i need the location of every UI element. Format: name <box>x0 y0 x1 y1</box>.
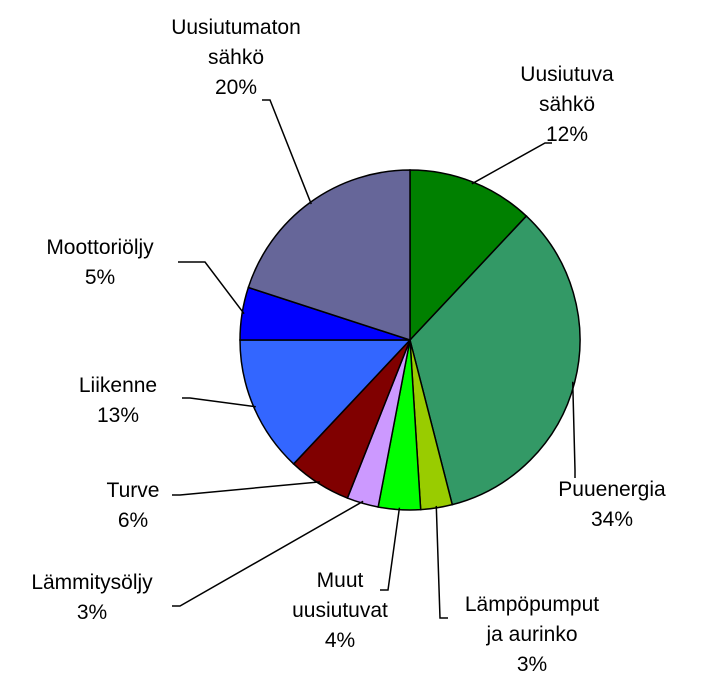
slice-label: Puuenergia 34% <box>512 475 701 535</box>
leader-line <box>182 397 256 408</box>
leader-line <box>435 505 448 619</box>
value-label: 13% <box>96 404 140 427</box>
value-label: 12% <box>545 123 589 146</box>
slice-label: Uusiutumaton sähkö 20% <box>136 13 336 103</box>
value-label: 6% <box>117 509 149 532</box>
pie-slice <box>409 215 581 506</box>
category-label: Uusiutumaton sähkö <box>171 16 301 69</box>
slice-label: Lämpöpumput ja aurinko 3% <box>432 590 632 677</box>
category-label: Lämpöpumput ja aurinko <box>464 593 600 646</box>
value-label: 20% <box>214 76 258 99</box>
value-label: 3% <box>516 653 548 676</box>
value-label: 5% <box>84 266 116 289</box>
slice-label: Moottoriöljy 5% <box>0 233 200 293</box>
leader-line <box>178 261 245 315</box>
category-label: Liikenne <box>78 374 158 397</box>
slice-label: Turve 6% <box>33 476 233 536</box>
category-label: Turve <box>106 479 160 502</box>
value-label: 34% <box>590 508 634 531</box>
slice-label: Liikenne 13% <box>18 371 218 431</box>
pie-slice <box>409 169 528 342</box>
leader-line <box>172 481 321 496</box>
slice-label: Muut uusiutuvat 4% <box>240 566 440 656</box>
leader-line <box>571 381 576 478</box>
value-label: 4% <box>324 629 356 652</box>
category-label: Uusiutuva sähkö <box>520 63 614 116</box>
category-label: Puuenergia <box>558 478 666 501</box>
category-label: Lämmitysöljy <box>31 571 153 594</box>
leader-line <box>380 507 401 591</box>
slice-label: Lämmitysöljy 3% <box>0 568 192 628</box>
slice-label: Uusiutuva sähkö 12% <box>467 60 667 150</box>
value-label: 3% <box>76 601 108 624</box>
pie-slice <box>239 339 412 465</box>
category-label: Moottoriöljy <box>46 236 154 259</box>
leader-line <box>471 142 552 185</box>
leader-line <box>172 500 364 607</box>
category-label: Muut uusiutuvat <box>292 569 388 622</box>
leader-line <box>262 99 312 205</box>
